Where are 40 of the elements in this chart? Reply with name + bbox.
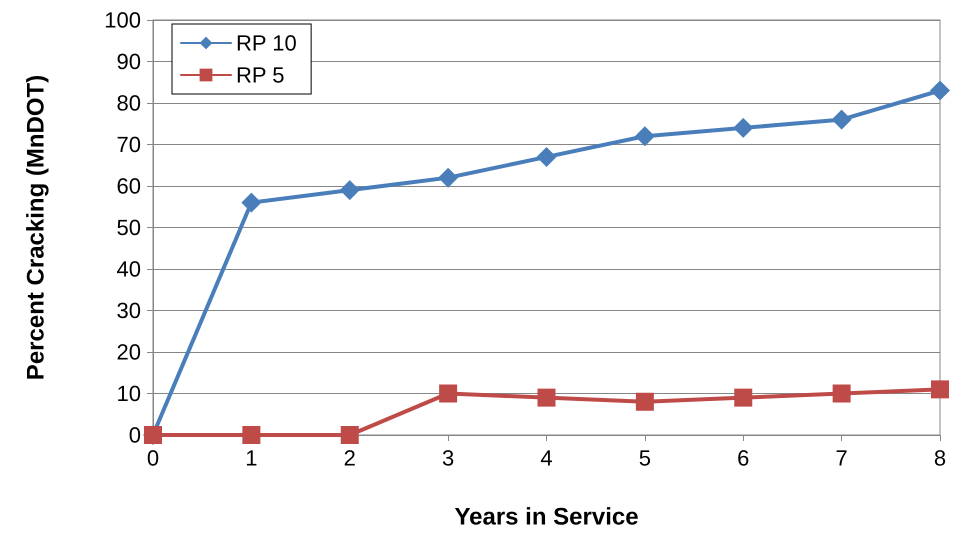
y-tick-label: 80 <box>116 90 141 116</box>
point <box>439 384 458 402</box>
point <box>536 146 556 167</box>
y-tick-label: 100 <box>104 8 141 32</box>
point <box>340 180 360 200</box>
point <box>930 80 950 101</box>
point <box>538 388 556 407</box>
x-tick-label: 7 <box>836 446 848 470</box>
y-tick-label: 40 <box>116 256 141 282</box>
point <box>931 380 949 398</box>
y-tick-label: 0 <box>128 422 141 448</box>
y-axis-title: Percent Cracking (MnDOT) <box>22 74 50 380</box>
x-tick-label: 6 <box>737 446 750 470</box>
legend-label: RP 5 <box>236 62 285 88</box>
x-tick-label: 4 <box>540 446 553 470</box>
x-tick-label: 0 <box>146 446 160 470</box>
y-tick-label: 60 <box>116 174 141 198</box>
y-tick-label: 30 <box>116 298 141 323</box>
y-tick-label: 20 <box>116 340 141 364</box>
point <box>438 168 458 188</box>
point <box>241 192 262 213</box>
y-tick-label: 50 <box>116 215 141 240</box>
point <box>340 426 359 444</box>
y-tick-label: 10 <box>116 381 141 406</box>
legend-label: RP 10 <box>236 30 297 56</box>
point <box>733 118 754 138</box>
point <box>636 392 654 411</box>
point <box>832 110 852 130</box>
x-tick-label: 8 <box>934 446 946 470</box>
y-tick-label: 90 <box>116 49 141 74</box>
y-tick-label: 70 <box>116 132 141 157</box>
x-tick-label: 1 <box>245 446 258 470</box>
point <box>734 388 752 407</box>
x-tick-label: 2 <box>344 446 356 470</box>
x-tick-label: 3 <box>442 446 454 470</box>
point <box>634 126 655 146</box>
point <box>242 426 260 444</box>
point <box>832 384 851 402</box>
x-axis-title: Years in Service <box>454 504 639 530</box>
x-tick-label: 5 <box>638 446 651 470</box>
